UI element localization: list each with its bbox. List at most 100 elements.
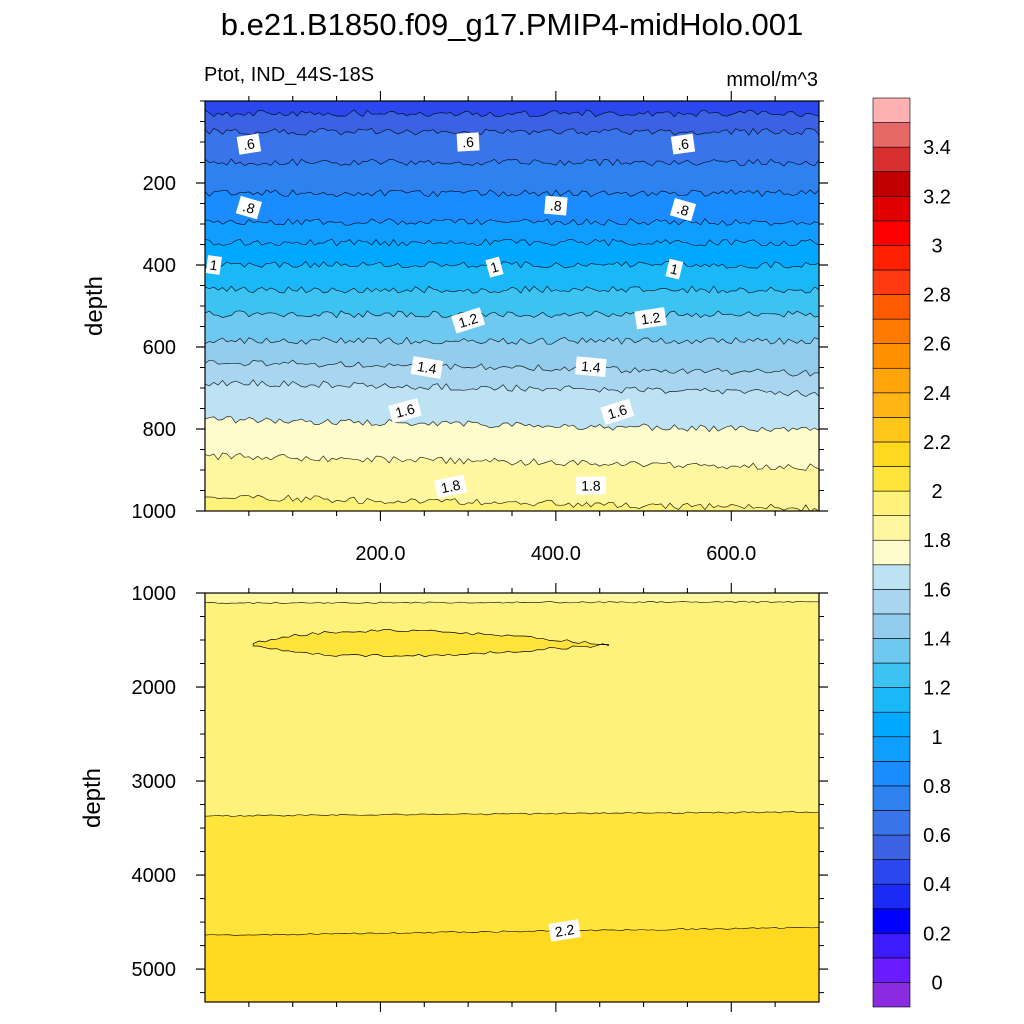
svg-text:.6: .6 <box>242 135 256 153</box>
colorbar-cell <box>872 220 911 246</box>
filled-contours <box>205 101 819 511</box>
contour-labels: .6 .6 .6 .8 .8 .8 1 1 1 1.2 1.2 1.4 1.4 1.6 1.6 1.8 1.8 <box>205 132 697 499</box>
colorbar-cell <box>872 908 911 934</box>
contour-label: 1.2 <box>451 307 486 334</box>
contour-label: 2.2 <box>548 919 581 942</box>
colorbar-cell <box>872 736 911 762</box>
contour-label: 1 <box>205 255 222 275</box>
colorbar-cell <box>872 490 911 516</box>
x-tick-label: 200.0 <box>355 543 405 565</box>
contour-line <box>205 260 819 269</box>
contour-label: 1.4 <box>575 356 607 378</box>
contour-line <box>205 285 819 294</box>
contour-patch <box>252 628 609 658</box>
y-tick-label: 5000 <box>132 959 177 981</box>
colorbar-cell <box>872 883 911 910</box>
colorbar-cell <box>872 171 911 197</box>
contour-label: 1.6 <box>388 398 422 424</box>
contour-label: .6 <box>236 133 262 155</box>
variable-label: Ptot, IND_44S-18S <box>204 64 374 86</box>
svg-text:1.6: 1.6 <box>394 400 417 420</box>
colorbar-label: 1.6 <box>923 579 951 601</box>
colorbar-cell <box>872 343 911 369</box>
colorbar-label: 3.4 <box>923 137 951 159</box>
contour-line <box>205 416 819 433</box>
contour-line <box>205 811 819 817</box>
colorbar-label: 1 <box>931 727 942 749</box>
y-tick-label: 2000 <box>132 677 177 699</box>
colorbar-label: 2 <box>931 481 942 503</box>
colorbar-cell <box>872 367 911 394</box>
colorbar-cell <box>872 195 911 222</box>
units-label: mmol/m^3 <box>726 69 818 91</box>
contour-line <box>205 158 819 167</box>
svg-text:1.4: 1.4 <box>580 358 601 376</box>
colorbar-label: 2.8 <box>923 285 951 307</box>
contour-line <box>205 127 819 136</box>
svg-text:.8: .8 <box>549 197 562 214</box>
y-tick-label: 1000 <box>132 501 177 523</box>
contour-label: 1.4 <box>410 356 444 379</box>
contour-label: .8 <box>669 197 697 222</box>
svg-text:1.2: 1.2 <box>456 310 480 331</box>
colorbar-cell <box>872 982 911 1008</box>
colorbar-label: 0.4 <box>923 874 951 896</box>
y-tick-label: 200 <box>143 173 176 195</box>
contour-line <box>205 218 819 226</box>
x-tick-label: 600.0 <box>706 543 756 565</box>
upper-panel: .6 .6 .6 .8 .8 .8 1 1 1 1.2 1.2 1.4 1.4 1.6 1.6 1.8 1.8 2… <box>132 91 828 565</box>
colorbar: 0 0.2 0.4 0.6 0.8 1 1.2 1.4 1.6 1.8 2 2.2 2.4 2.6 2.8 3… <box>872 97 951 1008</box>
x-tick-label: 400.0 <box>531 543 581 565</box>
colorbar-cell <box>872 761 911 787</box>
svg-text:2.2: 2.2 <box>554 921 576 940</box>
contour-label: .8 <box>235 195 262 220</box>
colorbar-label: 2.4 <box>923 383 951 405</box>
chart-title: b.e21.B1850.f09_g17.PMIP4-midHolo.001 <box>221 7 804 42</box>
svg-text:.8: .8 <box>241 198 257 217</box>
svg-text:1: 1 <box>489 258 501 276</box>
svg-text:.8: .8 <box>675 200 691 219</box>
contour-labels: 2.2 <box>548 919 581 942</box>
contour-label: .6 <box>670 133 696 155</box>
colorbar-cell <box>872 97 911 123</box>
colorbar-cell <box>872 564 911 590</box>
colorbar-cell <box>872 245 911 271</box>
colorbar-cell <box>872 810 911 836</box>
y-tick-label: 600 <box>143 337 176 359</box>
colorbar-cell <box>872 834 911 860</box>
colorbar-label: 0.2 <box>923 923 951 945</box>
y-tick-label: 800 <box>143 419 176 441</box>
svg-text:1.4: 1.4 <box>416 358 438 377</box>
colorbar-label: 0.8 <box>923 776 951 798</box>
contour-line <box>205 109 819 118</box>
colorbar-cell <box>872 269 911 295</box>
colorbar-label: 2.2 <box>923 432 951 454</box>
y-axis-label-upper: depth <box>81 276 108 336</box>
colorbar-cell <box>872 515 911 541</box>
colorbar-cell <box>872 318 911 344</box>
svg-text:.6: .6 <box>462 134 475 151</box>
contour-line <box>205 310 819 319</box>
filled-contours <box>205 593 819 1002</box>
colorbar-cell <box>872 613 911 639</box>
contour-band <box>205 453 819 511</box>
contour-line <box>205 379 819 397</box>
contour-line <box>205 494 819 511</box>
y-axis-label-lower: depth <box>79 768 106 828</box>
contour-line <box>205 359 819 377</box>
svg-text:1: 1 <box>209 257 219 274</box>
svg-text:1.6: 1.6 <box>606 401 630 422</box>
colorbar-cell <box>872 687 911 713</box>
colorbar-cell <box>872 638 911 664</box>
colorbar-cell <box>872 122 911 148</box>
y-tick-label: 400 <box>143 255 176 277</box>
colorbar-cell <box>872 466 911 492</box>
colorbar-cell <box>872 859 911 885</box>
y-tick-label: 1000 <box>132 583 177 605</box>
colorbar-label: 1.4 <box>923 628 951 650</box>
contour-label: .8 <box>544 195 568 216</box>
contour-label: 1 <box>485 256 504 278</box>
colorbar-cell <box>872 711 911 738</box>
colorbar-cell <box>872 957 911 983</box>
y-tick-label: 3000 <box>132 771 177 793</box>
